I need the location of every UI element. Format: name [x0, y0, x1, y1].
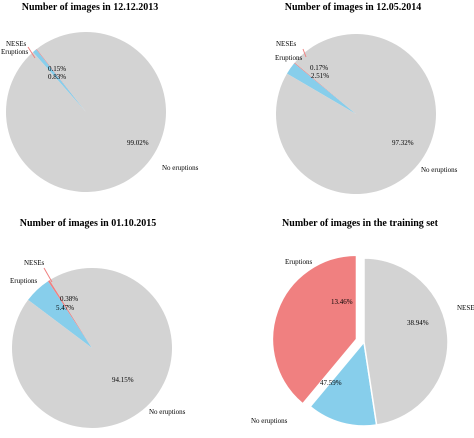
category-label: NESEs: [457, 304, 474, 312]
category-label: NESEs: [6, 40, 27, 48]
pie-slice-eruptions: [309, 340, 378, 427]
percent-label: 94.15%: [112, 376, 134, 384]
percent-label: 47.59%: [320, 379, 342, 387]
percent-label: 5.47%: [56, 304, 74, 312]
pie-slice-neses: [271, 254, 358, 405]
category-label: No eruptions: [251, 417, 288, 425]
category-label: Eruptions: [275, 54, 302, 62]
pie-slice-eruptions: [28, 281, 92, 348]
pie-chart-3: [11, 268, 172, 429]
category-label: NESEs: [276, 40, 297, 48]
category-label: Eruptions: [1, 48, 28, 56]
pie-slice-neses: [47, 280, 92, 348]
percent-label: 0.17%: [310, 64, 328, 72]
category-label: Eruptions: [285, 258, 312, 266]
percent-label: 0.38%: [60, 295, 78, 303]
chart-title-2: Number of images in 12.05.2014: [285, 2, 421, 13]
percent-label: 99.02%: [127, 139, 149, 147]
category-label: No eruptions: [149, 408, 186, 416]
category-label: NESEs: [24, 259, 45, 267]
pie-chart-2: [276, 33, 437, 194]
pie-slice-eruptions: [32, 49, 86, 112]
pie-slice-eruptions: [286, 63, 356, 114]
nese-leader-line: [27, 46, 36, 59]
pie-slice-no-eruptions: [363, 257, 449, 426]
category-label: No eruptions: [162, 164, 199, 172]
pie-slice-no-eruptions: [11, 268, 172, 429]
percent-label: 2.51%: [311, 72, 329, 80]
pie-slice-no-eruptions: [276, 33, 437, 194]
chart-title-3: Number of images in 01.10.2015: [20, 218, 156, 229]
percent-label: 0.83%: [48, 73, 66, 81]
percent-label: 0.15%: [48, 65, 66, 73]
nese-leader-line: [43, 267, 53, 283]
pie-slice-neses: [294, 62, 356, 114]
chart-title-4: Number of images in the training set: [282, 218, 439, 229]
nese-leader-line: [302, 48, 307, 58]
chart-title-1: Number of images in 12.12.2013: [22, 2, 158, 13]
category-label: Eruptions: [10, 277, 37, 285]
pie-slice-no-eruptions: [5, 32, 166, 193]
percent-label: 97.32%: [392, 139, 414, 147]
pie-chart-1: [5, 32, 166, 193]
percent-label: 38.94%: [407, 319, 429, 327]
category-label: No eruptions: [421, 166, 458, 174]
pie-chart-4: [271, 254, 449, 427]
percent-label: 13.46%: [331, 298, 353, 306]
pie-slice-neses: [36, 48, 86, 112]
